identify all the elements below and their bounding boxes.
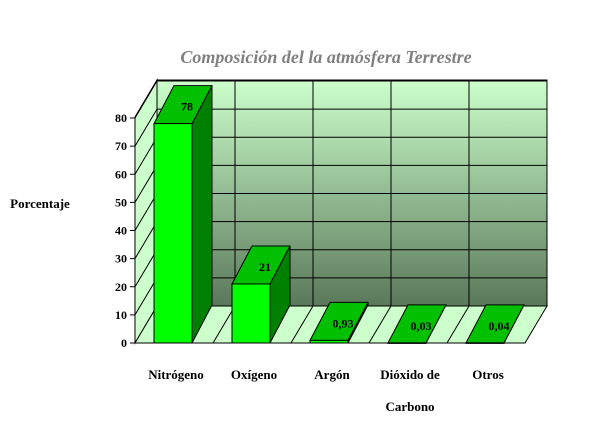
data-label: 78 [181,100,193,114]
labels: 78 Nitrógeno 21 Oxígeno 0,93 Argón 0,03 Dióxido… [148,100,509,414]
floor-divider [368,305,392,344]
category-label: Argón [314,367,350,382]
gridline [134,108,547,147]
bars [153,85,525,344]
y-tick-label: 40 [115,224,127,238]
bar-front [387,342,427,344]
gridline [134,80,547,119]
bar [309,301,369,344]
y-tick-label: 30 [115,252,127,266]
floor-divider [290,305,314,344]
bar [153,85,213,344]
chart-title: Composición del la atmósfera Terrestre [180,47,471,67]
bar [465,304,525,344]
y-tick-label: 20 [115,280,127,294]
data-label: 0,04 [489,319,510,333]
category-label: Otros [472,367,504,382]
category-label: Carbono [385,399,434,414]
floor-divider [446,305,470,344]
y-tick-label: 50 [115,195,127,209]
y-tick-label: 80 [115,111,127,125]
bar [387,304,447,344]
bar-front [153,123,193,344]
category-label: Nitrógeno [148,367,204,382]
category-label: Oxígeno [231,367,277,382]
y-tick-label: 60 [115,167,127,181]
floor-divider [212,305,236,344]
bar-side [191,85,213,344]
bar [231,245,291,344]
bar-front [465,342,505,344]
bar-front [309,339,349,344]
category-label: Dióxido de [380,367,440,382]
y-tick-label: 70 [115,139,127,153]
y-axis-label: Porcentaje [10,196,70,211]
data-label: 21 [259,260,271,274]
y-axis: 0 10 20 30 40 50 60 70 80 [115,111,136,350]
bar-front [231,283,271,344]
y-tick-label: 10 [115,308,127,322]
y-tick-label: 0 [121,336,127,350]
data-label: 0,93 [333,316,354,330]
data-label: 0,03 [411,319,432,333]
